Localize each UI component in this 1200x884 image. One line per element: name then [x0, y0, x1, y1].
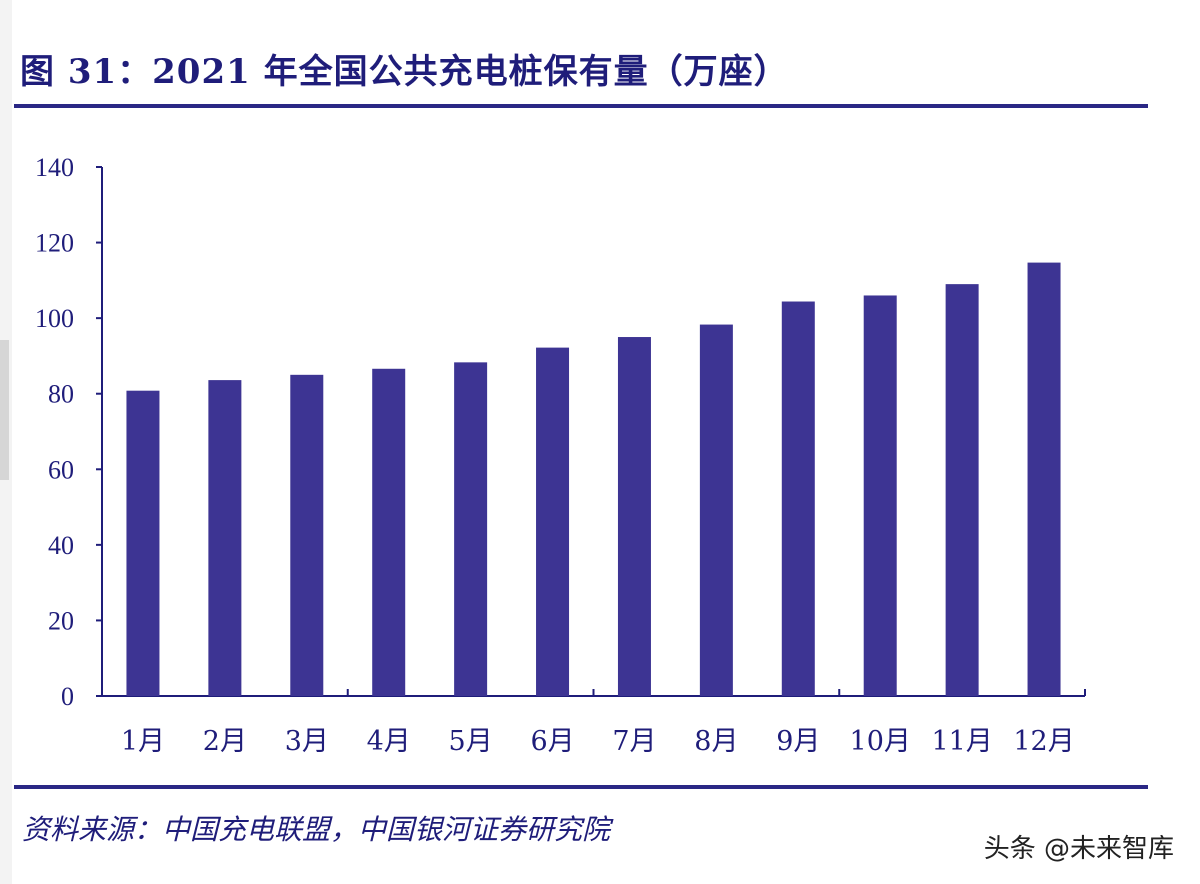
bar — [945, 284, 979, 696]
bar — [863, 295, 897, 696]
x-tick-label: 1月 — [121, 726, 165, 757]
y-tick-label: 0 — [61, 682, 74, 711]
x-tick-label: 3月 — [285, 726, 329, 757]
x-tick-label: 2月 — [203, 726, 247, 757]
bar — [781, 301, 815, 696]
y-tick-label: 80 — [48, 380, 74, 409]
x-tick-label: 11月 — [931, 726, 992, 757]
left-scroll-strip — [0, 0, 12, 884]
y-tick-label: 20 — [48, 606, 74, 635]
y-tick-label: 140 — [35, 153, 74, 182]
bar — [1027, 262, 1061, 696]
x-tick-label: 4月 — [367, 726, 411, 757]
bar — [126, 390, 160, 696]
x-tick-label: 12月 — [1013, 726, 1074, 757]
source-divider — [14, 785, 1148, 789]
x-tick-label: 7月 — [612, 726, 656, 757]
title-divider — [14, 104, 1148, 108]
x-tick-label: 5月 — [449, 726, 493, 757]
y-tick-label: 100 — [35, 304, 74, 333]
x-tick-label: 9月 — [776, 726, 820, 757]
scroll-indicator — [0, 340, 9, 480]
bar-chart: 0 20 40 60 80 100 120 140 1月 2月 3月 4月 5月 6月 7月 8月 9月 10月 1… — [35, 153, 1086, 757]
x-tick-label: 8月 — [694, 726, 738, 757]
y-tick-label: 40 — [48, 531, 74, 560]
x-tick-label: 10月 — [850, 726, 911, 757]
source-note: 资料来源：中国充电联盟，中国银河证券研究院 — [22, 813, 611, 846]
bar — [454, 362, 488, 696]
bar — [617, 337, 651, 696]
bar — [536, 347, 570, 696]
y-tick-label: 60 — [48, 455, 74, 484]
x-tick-label: 6月 — [530, 726, 574, 757]
figure-title: 图 31：2021 年全国公共充电桩保有量（万座） — [20, 52, 789, 92]
bar — [699, 324, 733, 696]
y-tick-label: 120 — [35, 229, 74, 258]
bar — [372, 368, 406, 696]
bar — [290, 374, 324, 696]
watermark: 头条 @未来智库 — [983, 834, 1174, 864]
bar — [208, 380, 242, 696]
